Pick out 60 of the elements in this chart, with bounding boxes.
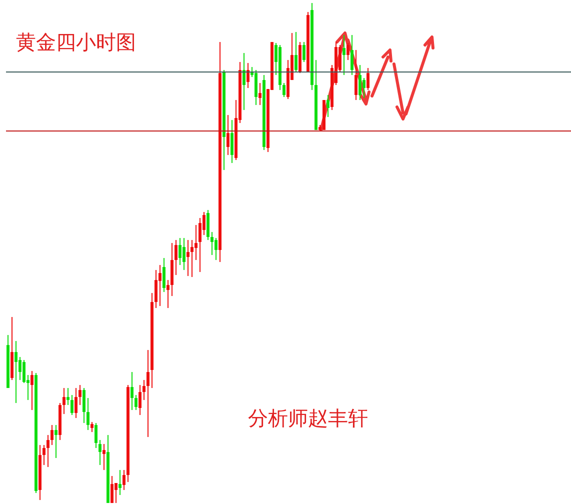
candlestick [66, 388, 70, 406]
candlestick [294, 32, 298, 72]
candlestick [186, 240, 190, 276]
candlestick [226, 114, 230, 156]
candlestick [22, 360, 26, 384]
candlestick [138, 384, 142, 416]
candlestick [110, 476, 114, 504]
candlestick [230, 120, 234, 164]
candlestick [214, 238, 218, 260]
candlestick [366, 68, 370, 90]
candlestick [94, 422, 98, 448]
candlestick [82, 388, 86, 424]
candlestick [122, 470, 126, 490]
candlestick [210, 232, 214, 256]
annotation: 分析师赵丰轩 [248, 406, 368, 430]
candlestick [358, 64, 362, 100]
candlestick [254, 70, 258, 106]
candlestick [118, 470, 122, 496]
candlestick [162, 258, 166, 292]
text: 黄金四小时图 [16, 30, 136, 54]
candlestick [114, 482, 118, 504]
candlestick [98, 440, 102, 466]
candlestick [342, 34, 346, 76]
candlestick [70, 394, 74, 416]
candlestick [146, 350, 150, 438]
candlestick [154, 270, 158, 308]
candlestick [30, 370, 34, 410]
candlestick [14, 340, 18, 404]
candlestick [42, 444, 46, 466]
candlestick [130, 372, 134, 410]
candlestick [362, 78, 366, 98]
candlestick [194, 224, 198, 260]
candlestick [190, 240, 194, 278]
candlestick [242, 52, 246, 110]
candlestick [102, 444, 106, 470]
candlestick [46, 434, 50, 468]
candlestick [74, 388, 78, 418]
candlestick [246, 62, 250, 88]
candlestick [350, 34, 354, 76]
candlestick [258, 82, 262, 106]
candlestick [354, 50, 358, 100]
candlestick [50, 424, 54, 446]
candlestick [346, 42, 350, 60]
candlestick [326, 94, 330, 118]
candlestick [206, 210, 210, 240]
candlestick [302, 42, 306, 62]
candlestick [198, 218, 202, 272]
candlestick [282, 82, 286, 98]
candlestick [174, 240, 178, 276]
candlestick [182, 238, 186, 270]
candlestick [90, 422, 94, 432]
candlestick [158, 264, 162, 306]
candlestick [54, 424, 58, 458]
candlestick [166, 280, 170, 308]
candlestick [178, 238, 182, 266]
candlestick [134, 394, 138, 410]
candlestick [86, 398, 90, 430]
candlestick [62, 388, 66, 414]
candlestick [78, 384, 82, 406]
candlestick [142, 380, 146, 400]
